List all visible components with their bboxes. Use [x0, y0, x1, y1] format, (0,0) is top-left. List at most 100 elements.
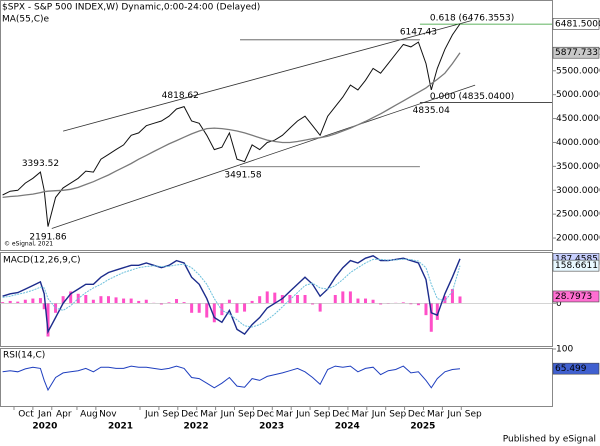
histogram-bar — [23, 299, 27, 304]
point-label: 3393.52 — [22, 159, 59, 169]
macd-title: MACD(12,26,9,C) — [3, 256, 81, 266]
price-panel — [0, 0, 553, 251]
histogram-bar — [250, 300, 254, 304]
histogram-bar — [205, 303, 209, 318]
histogram-bar — [38, 298, 42, 304]
last-value-label: 187.4585 — [555, 254, 598, 264]
x-tick-label: Dec — [408, 410, 425, 420]
last-value-box — [552, 18, 600, 30]
histogram-bar — [114, 297, 118, 304]
series-line — [2, 52, 461, 199]
histogram-bar — [265, 291, 269, 304]
y-tick-label: 5000.0000 — [556, 90, 600, 100]
y-tick-label: 2500.0000 — [556, 210, 600, 220]
series-line — [2, 365, 461, 392]
histogram-bar — [443, 296, 447, 304]
x-tick-label: Mar — [276, 410, 293, 420]
series-line — [2, 23, 461, 227]
x-tick-label: Sep — [389, 410, 406, 420]
y-tick-label: 100 — [556, 345, 573, 355]
y-tick-label: 4000.0000 — [556, 138, 600, 148]
histogram-bar — [348, 291, 352, 304]
histogram-bar — [1, 302, 5, 304]
x-tick-label: Aug — [80, 410, 98, 420]
y-tick-label: 2000.0000 — [556, 234, 600, 244]
rsi-title: RSI(14,C) — [3, 351, 45, 361]
x-tick-label: Mar — [427, 410, 444, 420]
histogram-bar — [42, 303, 46, 310]
x-tick-label: Jun — [446, 410, 461, 420]
trendline — [63, 20, 472, 132]
histogram-bar — [273, 292, 277, 304]
y-tick-label: 3000.0000 — [556, 186, 600, 196]
histogram-bar — [401, 302, 405, 304]
histogram-bar — [182, 302, 186, 304]
histogram-bar — [69, 291, 73, 304]
x-tick-label: Nov — [99, 410, 117, 420]
histogram-bar — [318, 303, 322, 312]
ma-legend: MA(55,C)e — [2, 15, 50, 25]
x-tick-label: Jan — [37, 410, 52, 420]
histogram-bar — [356, 298, 360, 304]
x-tick-label: Sep — [465, 410, 482, 420]
last-value-box — [552, 362, 600, 375]
x-tick-label: Oct — [18, 410, 34, 420]
histogram-bar — [458, 296, 462, 304]
y-tick-label: 0 — [556, 299, 562, 309]
year-label: 2020 — [32, 422, 57, 432]
histogram-bar — [429, 303, 433, 332]
last-value-label: 5877.7337 — [555, 48, 600, 58]
histogram-bar — [197, 303, 201, 313]
histogram-bar — [212, 303, 216, 323]
histogram-bar — [333, 294, 337, 304]
histogram-bar — [227, 299, 231, 304]
year-label: 2022 — [184, 422, 209, 432]
histogram-bar — [167, 302, 171, 304]
histogram-bar — [46, 303, 50, 337]
point-label: 4818.62 — [162, 91, 199, 101]
histogram-bar — [424, 303, 428, 316]
last-value-box — [552, 290, 600, 303]
histogram-bar — [91, 299, 95, 304]
histogram-bar — [235, 303, 239, 313]
histogram-bar — [220, 303, 224, 316]
histogram-bar — [31, 298, 35, 304]
last-value-label: 28.7973 — [555, 292, 592, 302]
macd-line — [2, 255, 461, 336]
histogram-bar — [144, 299, 148, 304]
histogram-bar — [311, 303, 315, 305]
x-tick-label: Apr — [56, 410, 72, 420]
histogram-bar — [8, 300, 12, 304]
y-tick-label: 4500.0000 — [556, 114, 600, 124]
histogram-bar — [371, 299, 375, 304]
y-tick-label: 3500.0000 — [556, 162, 600, 172]
histogram-bar — [129, 298, 133, 304]
histogram-bar — [159, 303, 163, 305]
histogram-bar — [16, 301, 20, 304]
x-tick-label: Sep — [162, 410, 179, 420]
histogram-bar — [137, 300, 141, 304]
x-tick-label: Sep — [238, 410, 255, 420]
histogram-bar — [106, 296, 110, 304]
histogram-bar — [341, 291, 345, 304]
x-tick-label: Jun — [371, 410, 386, 420]
x-tick-label: Dec — [332, 410, 349, 420]
year-label: 2023 — [259, 422, 284, 432]
x-tick-label: Jun — [295, 410, 310, 420]
level-label: 0.618 (6476.3553) — [430, 14, 514, 24]
x-tick-label: Dec — [181, 410, 198, 420]
footer: Published by eSignal — [503, 435, 596, 445]
point-label: 3491.58 — [224, 170, 261, 180]
point-label: 4835.04 — [413, 106, 450, 116]
histogram-bar — [84, 294, 88, 304]
level-label: 0.000 (4835.0400) — [430, 92, 514, 102]
histogram-bar — [450, 289, 454, 304]
histogram-bar — [99, 296, 103, 304]
histogram-bar — [175, 299, 179, 304]
macd-panel — [0, 252, 553, 347]
histogram-bar — [303, 294, 307, 304]
histogram-bar — [379, 303, 383, 305]
last-value-label: 6481.5000 — [555, 19, 600, 29]
histogram-bar — [122, 298, 126, 304]
